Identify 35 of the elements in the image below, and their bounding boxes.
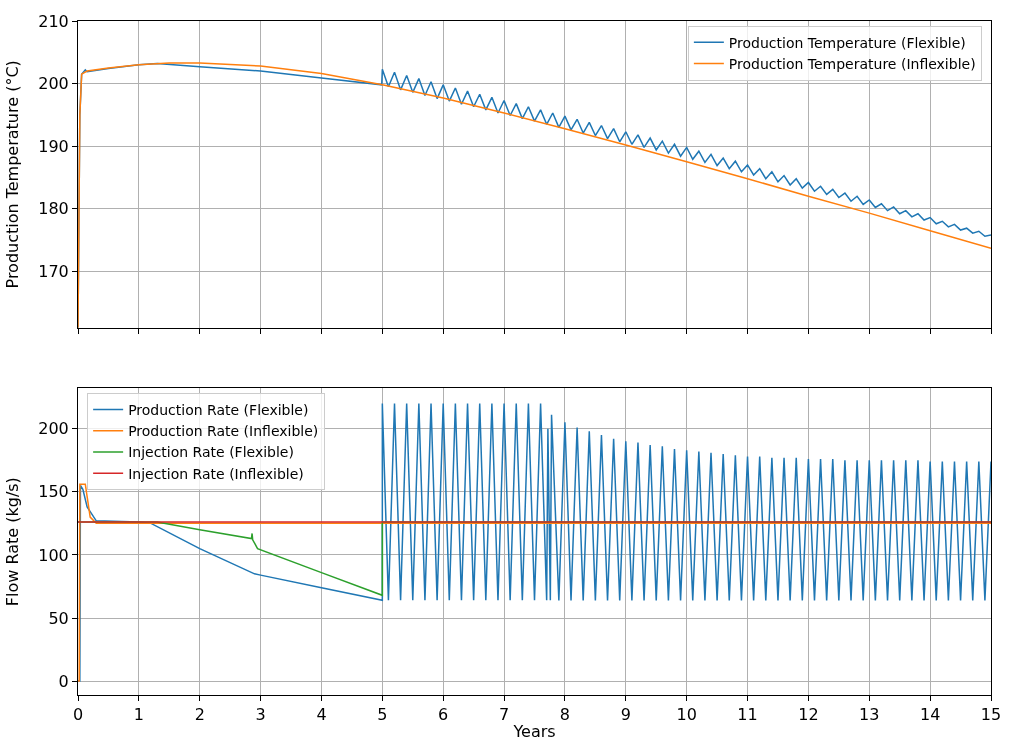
x-tick-label: 3 <box>255 705 266 725</box>
x-tick-label: 0 <box>72 705 84 725</box>
x-tick-label: 8 <box>559 705 571 725</box>
y-tick-label: 210 <box>38 11 69 31</box>
y-tick-label: 0 <box>58 671 69 691</box>
x-tick-label: 6 <box>438 705 449 725</box>
y-tick-label: 100 <box>38 545 69 565</box>
legend-label: Production Rate (Flexible) <box>128 401 309 418</box>
x-tick-label: 12 <box>798 705 819 725</box>
y-tick-label: 150 <box>38 482 69 502</box>
x-tick-label: 7 <box>498 705 510 725</box>
x-tick-label: 10 <box>676 705 697 725</box>
y-axis-title: Production Temperature (°C) <box>3 60 23 289</box>
legend-label: Injection Rate (Inflexible) <box>128 465 304 482</box>
y-tick-label: 200 <box>38 419 69 439</box>
y-tick-label: 180 <box>38 199 69 219</box>
y-tick-label: 170 <box>38 261 69 281</box>
x-tick-label: 9 <box>620 705 631 725</box>
legend-label: Production Rate (Inflexible) <box>128 423 319 440</box>
x-tick-label: 13 <box>859 705 880 725</box>
x-tick-label: 14 <box>919 705 941 725</box>
x-axis-title: Years <box>512 721 556 741</box>
x-tick-label: 11 <box>737 705 758 725</box>
x-tick-label: 4 <box>316 705 327 725</box>
legend-label: Production Temperature (Flexible) <box>728 34 966 51</box>
y-tick-label: 50 <box>48 608 69 628</box>
y-axis-title: Flow Rate (kg/s) <box>3 477 23 607</box>
y-tick-label: 190 <box>38 136 69 156</box>
x-tick-label: 15 <box>980 705 1002 725</box>
x-tick-label: 2 <box>194 705 205 725</box>
legend-label: Production Temperature (Inflexible) <box>728 55 976 72</box>
x-tick-label: 1 <box>133 705 144 725</box>
y-tick-label: 200 <box>38 74 69 94</box>
legend-label: Injection Rate (Flexible) <box>128 444 294 461</box>
x-tick-label: 5 <box>377 705 388 725</box>
